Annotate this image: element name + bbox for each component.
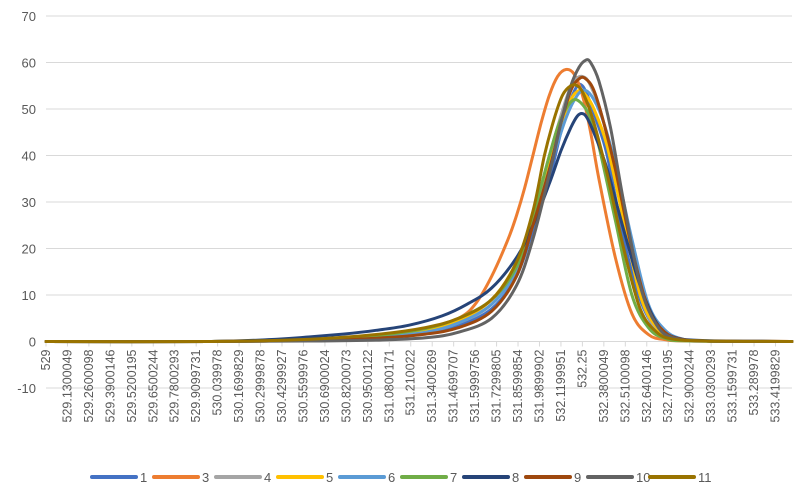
x-tick-label: 531.0800171 xyxy=(382,349,396,422)
legend-label-7: 7 xyxy=(450,470,457,485)
series-line-1 xyxy=(44,82,794,344)
series-line-5 xyxy=(44,88,794,344)
x-tick-label: 531.3400269 xyxy=(425,349,439,422)
x-axis: 529 529.1300049 529.2600098 529.3900146 529.… xyxy=(39,341,792,423)
y-tick-label: -10 xyxy=(17,381,36,396)
x-tick-label: 533.289978 xyxy=(747,349,761,415)
legend-label-4: 4 xyxy=(264,470,271,485)
legend-label-10: 10 xyxy=(636,470,650,485)
x-tick-label: 532.5100098 xyxy=(618,349,632,422)
x-tick-label: 533.4199829 xyxy=(768,349,782,422)
x-tick-label: 529.9099731 xyxy=(189,349,203,422)
series-line-11 xyxy=(44,83,794,344)
x-tick-label: 530.039978 xyxy=(211,349,225,415)
x-tick-label: 532.7700195 xyxy=(661,349,675,422)
legend-label-6: 6 xyxy=(388,470,395,485)
legend-label-1: 1 xyxy=(140,470,147,485)
x-tick-label: 529.1300049 xyxy=(60,349,74,422)
series-lines xyxy=(44,58,794,344)
x-tick-label: 530.4299927 xyxy=(275,349,289,422)
y-tick-label: 40 xyxy=(22,149,36,164)
x-tick-label: 533.1599731 xyxy=(726,349,740,422)
x-tick-label: 532.25 xyxy=(575,349,589,387)
gridlines xyxy=(46,15,792,389)
x-tick-label: 530.5599976 xyxy=(296,349,310,422)
legend-label-5: 5 xyxy=(326,470,333,485)
legend-label-3: 3 xyxy=(202,470,209,485)
x-tick-label: 532.9000244 xyxy=(683,349,697,422)
x-tick-label: 530.6900024 xyxy=(318,349,332,422)
legend-label-11: 11 xyxy=(698,470,712,485)
x-tick-label: 530.9500122 xyxy=(361,349,375,422)
x-tick-label: 529.5200195 xyxy=(125,349,139,422)
x-tick-label: 529.6500244 xyxy=(146,349,160,422)
x-tick-label: 532.1199951 xyxy=(554,349,568,421)
x-tick-label: 529.7800293 xyxy=(168,349,182,422)
x-tick-label: 530.2999878 xyxy=(254,349,268,422)
series-line-9 xyxy=(44,75,794,344)
x-tick-label: 533.0300293 xyxy=(704,349,718,422)
x-tick-label: 529 xyxy=(39,349,53,370)
series-line-3 xyxy=(44,67,794,344)
legend-label-9: 9 xyxy=(574,470,581,485)
series-line-8 xyxy=(44,112,794,344)
legend-label-8: 8 xyxy=(512,470,519,485)
y-axis: -10 0 10 20 30 40 50 60 70 xyxy=(17,9,36,396)
y-tick-label: 0 xyxy=(29,335,36,350)
x-tick-label: 531.5999756 xyxy=(468,349,482,422)
x-tick-label: 531.8599854 xyxy=(511,349,525,422)
series-line-6 xyxy=(44,88,794,344)
x-tick-label: 531.7299805 xyxy=(490,349,504,422)
series-line-7 xyxy=(44,98,794,344)
x-tick-label: 531.9899902 xyxy=(532,349,546,422)
series-line-4 xyxy=(44,74,794,344)
x-tick-label: 530.8200073 xyxy=(339,349,353,422)
x-tick-label: 530.1699829 xyxy=(232,349,246,422)
y-tick-label: 50 xyxy=(22,102,36,117)
x-tick-label: 532.6400146 xyxy=(640,349,654,422)
x-tick-label: 529.3900146 xyxy=(103,349,117,422)
x-tick-label: 529.2600098 xyxy=(82,349,96,422)
x-tick-label: 531.4699707 xyxy=(447,349,461,422)
x-tick-label: 532.3800049 xyxy=(597,349,611,422)
legend: 1 3 4 5 6 7 8 9 10 11 xyxy=(90,470,712,485)
y-tick-label: 70 xyxy=(22,9,36,24)
series-line-10 xyxy=(44,58,794,344)
y-tick-label: 10 xyxy=(22,288,36,303)
y-tick-label: 30 xyxy=(22,195,36,210)
y-tick-label: 60 xyxy=(22,56,36,71)
y-tick-label: 20 xyxy=(22,242,36,257)
x-tick-label: 531.210022 xyxy=(404,349,418,415)
